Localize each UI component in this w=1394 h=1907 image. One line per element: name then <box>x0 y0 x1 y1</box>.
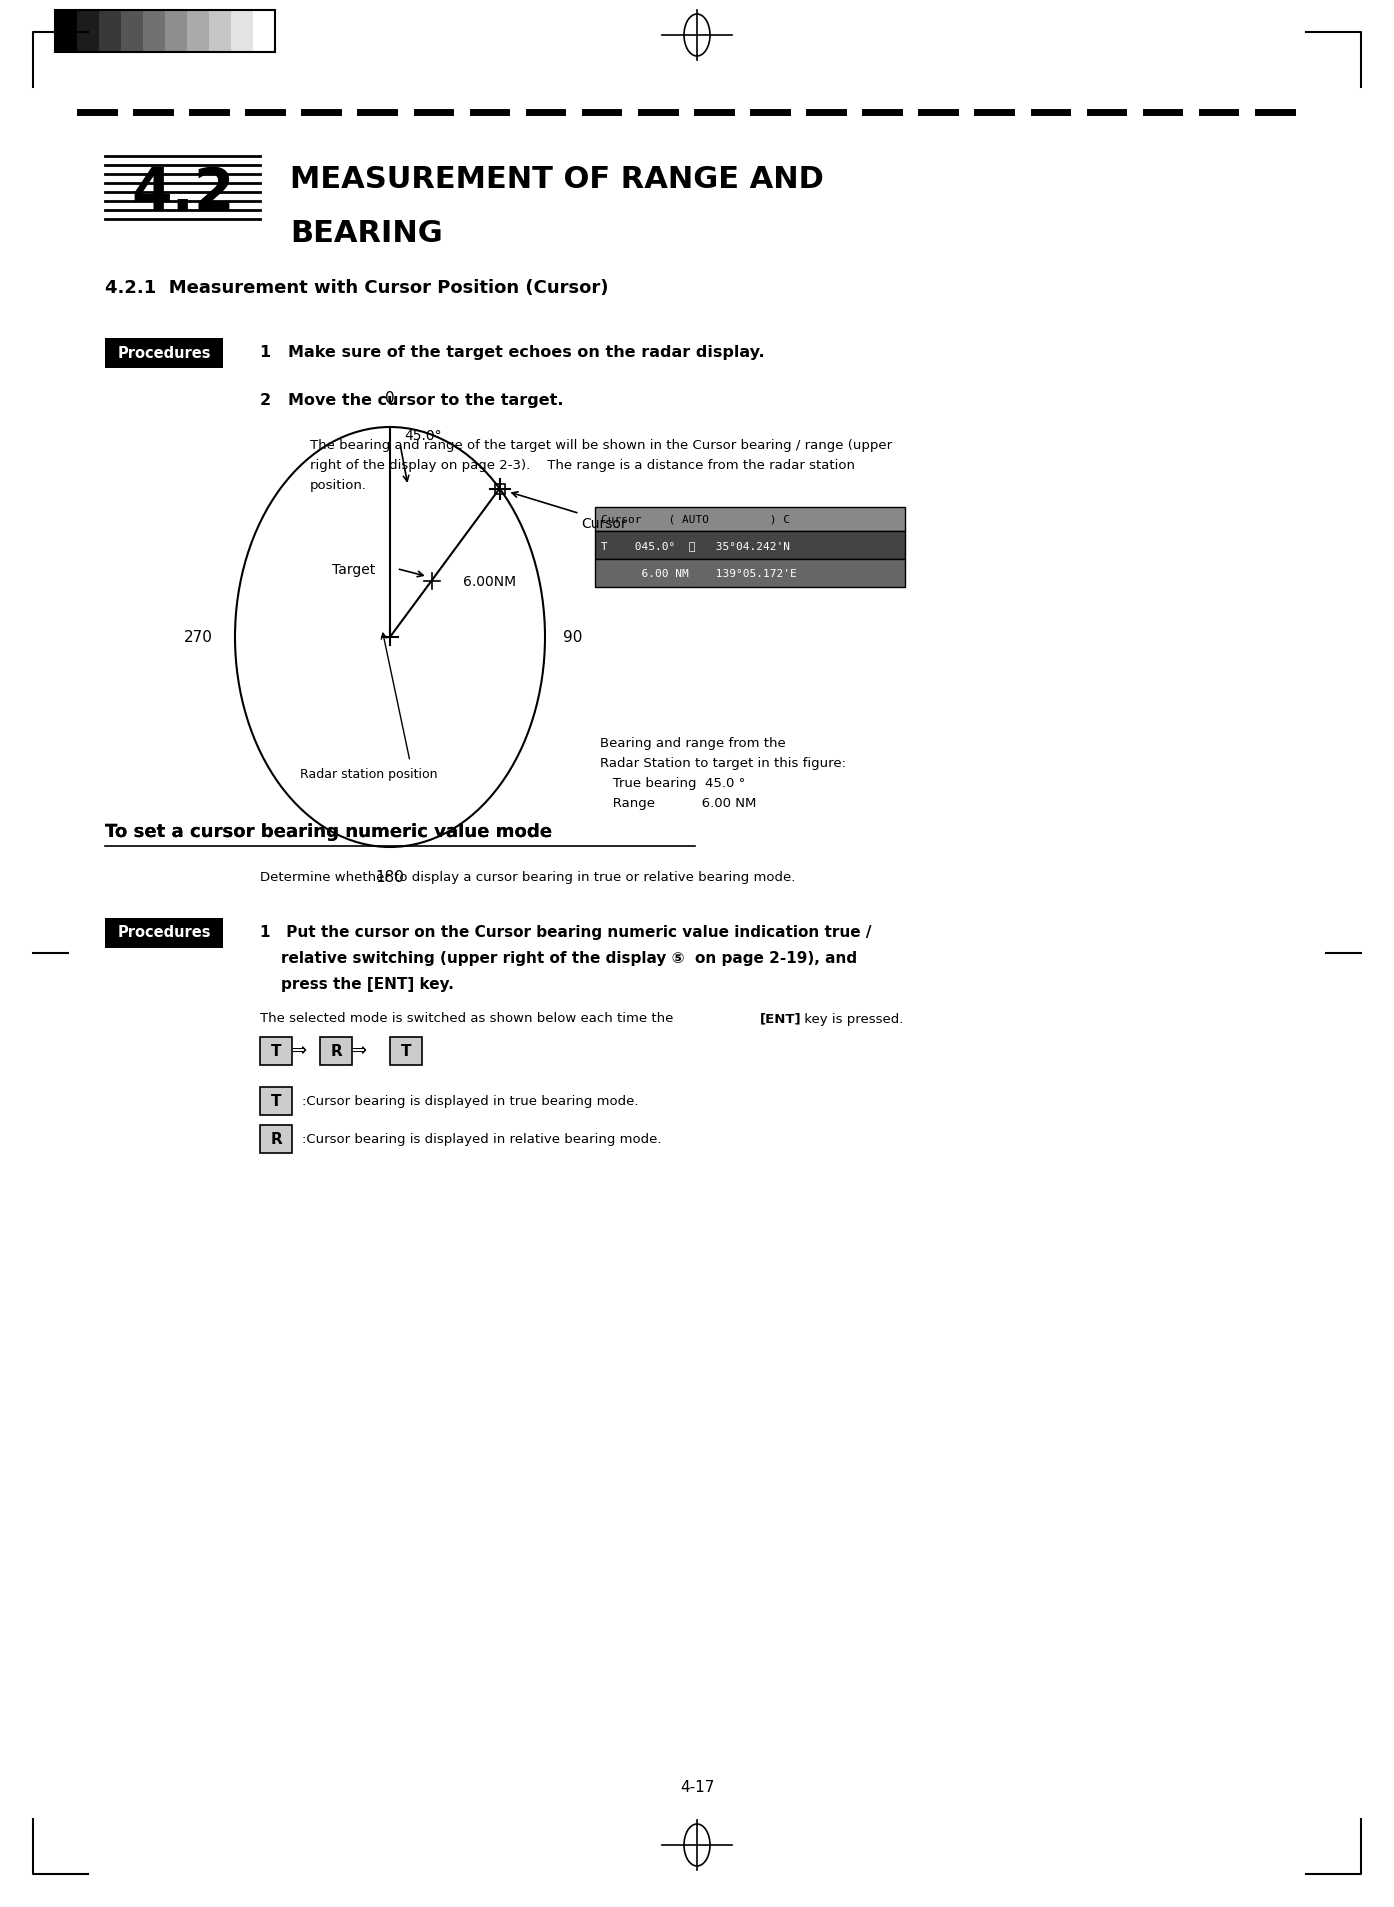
Text: 1   Make sure of the target echoes on the radar display.: 1 Make sure of the target echoes on the … <box>261 345 765 360</box>
Text: press the [ENT] key.: press the [ENT] key. <box>261 976 454 992</box>
Text: :Cursor bearing is displayed in relative bearing mode.: :Cursor bearing is displayed in relative… <box>302 1133 662 1144</box>
Bar <box>105 919 223 948</box>
Bar <box>595 532 905 561</box>
Text: 2   Move the cursor to the target.: 2 Move the cursor to the target. <box>261 393 563 408</box>
Text: 4-17: 4-17 <box>680 1779 714 1794</box>
Bar <box>252 11 275 53</box>
Text: 0: 0 <box>385 391 395 406</box>
Text: Procedures: Procedures <box>117 345 210 360</box>
Bar <box>187 11 209 53</box>
Text: :Cursor bearing is displayed in true bearing mode.: :Cursor bearing is displayed in true bea… <box>302 1095 638 1106</box>
Text: R: R <box>270 1131 282 1146</box>
Text: T    045.0°  Ⓢ   35°04.242'N: T 045.0° Ⓢ 35°04.242'N <box>601 542 790 551</box>
Text: Radar station position: Radar station position <box>300 769 438 780</box>
Bar <box>209 11 231 53</box>
Bar <box>231 11 252 53</box>
Text: Cursor: Cursor <box>581 517 627 530</box>
Text: right of the display on page 2-3).    The range is a distance from the radar sta: right of the display on page 2-3). The r… <box>309 458 855 471</box>
Text: 4.2: 4.2 <box>131 164 234 221</box>
Text: 45.0°: 45.0° <box>404 429 442 442</box>
Text: ⇒: ⇒ <box>293 1041 308 1060</box>
Bar <box>144 11 164 53</box>
Bar <box>121 11 144 53</box>
Text: Determine whether to display a cursor bearing in true or relative bearing mode.: Determine whether to display a cursor be… <box>261 871 796 885</box>
Text: relative switching (upper right of the display ⑤  on page 2-19), and: relative switching (upper right of the d… <box>261 952 857 967</box>
Text: True bearing  45.0 °: True bearing 45.0 ° <box>599 776 746 789</box>
Bar <box>261 1125 291 1154</box>
Text: T: T <box>270 1043 282 1058</box>
Bar <box>54 11 275 53</box>
Text: 6.00NM: 6.00NM <box>463 574 516 589</box>
Text: Target: Target <box>332 563 375 576</box>
Text: 6.00 NM    139°05.172'E: 6.00 NM 139°05.172'E <box>601 568 797 578</box>
Text: The bearing and range of the target will be shown in the Cursor bearing / range : The bearing and range of the target will… <box>309 439 892 452</box>
Bar <box>77 11 99 53</box>
Bar <box>595 507 905 532</box>
Text: Cursor    ( AUTO         ) C: Cursor ( AUTO ) C <box>601 515 790 524</box>
Bar <box>164 11 187 53</box>
Text: R: R <box>330 1043 342 1058</box>
Text: key is pressed.: key is pressed. <box>800 1013 903 1024</box>
Text: Bearing and range from the: Bearing and range from the <box>599 736 786 749</box>
Bar <box>54 11 77 53</box>
Text: BEARING: BEARING <box>290 219 443 248</box>
Bar <box>495 484 505 494</box>
Text: [ENT]: [ENT] <box>760 1013 802 1024</box>
Text: T: T <box>270 1093 282 1108</box>
Text: Radar Station to target in this figure:: Radar Station to target in this figure: <box>599 755 846 769</box>
Text: 90: 90 <box>563 629 583 645</box>
Text: MEASUREMENT OF RANGE AND: MEASUREMENT OF RANGE AND <box>290 166 824 195</box>
Text: ⇒: ⇒ <box>353 1041 368 1060</box>
Bar <box>105 339 223 368</box>
Text: Procedures: Procedures <box>117 925 210 940</box>
Bar <box>261 1037 291 1066</box>
Text: T: T <box>400 1043 411 1058</box>
Bar <box>321 1037 353 1066</box>
Text: 4.2.1  Measurement with Cursor Position (Cursor): 4.2.1 Measurement with Cursor Position (… <box>105 278 609 297</box>
Text: position.: position. <box>309 479 367 492</box>
Text: The selected mode is switched as shown below each time the: The selected mode is switched as shown b… <box>261 1013 677 1024</box>
Bar <box>261 1087 291 1116</box>
Text: 180: 180 <box>375 870 404 885</box>
Text: To set a cursor bearing numeric value mode: To set a cursor bearing numeric value mo… <box>105 824 549 841</box>
Text: 270: 270 <box>184 629 213 645</box>
Bar <box>595 561 905 587</box>
Text: 1   Put the cursor on the Cursor bearing numeric value indication true /: 1 Put the cursor on the Cursor bearing n… <box>261 925 871 940</box>
Bar <box>390 1037 422 1066</box>
Bar <box>99 11 121 53</box>
Text: Range           6.00 NM: Range 6.00 NM <box>599 795 757 809</box>
